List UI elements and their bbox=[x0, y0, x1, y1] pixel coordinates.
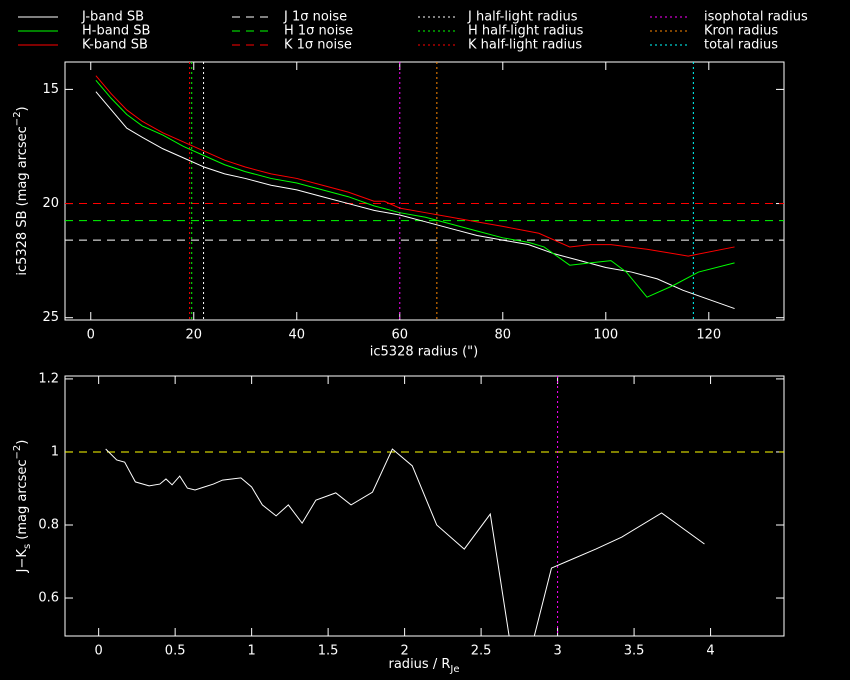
x-axis-label-part: radius / R bbox=[389, 657, 451, 672]
x-tick-label: 2.5 bbox=[471, 644, 492, 659]
x-tick-label: 20 bbox=[185, 328, 202, 343]
x-tick-label: 3 bbox=[553, 644, 561, 659]
x-tick-label: 1 bbox=[247, 644, 255, 659]
legend-label: total radius bbox=[704, 38, 778, 53]
y-axis-label: ic5328 SB (mag arcsec−2) bbox=[12, 106, 30, 275]
series-line bbox=[95, 91, 735, 310]
legend-label: J 1σ noise bbox=[283, 10, 347, 25]
y-axis-label-sup: −2 bbox=[12, 111, 23, 126]
y-axis-label-sub: s bbox=[22, 544, 33, 549]
x-tick-label: 3.5 bbox=[624, 644, 645, 659]
x-tick-label: 100 bbox=[593, 328, 618, 343]
y-axis-label-sup: −2 bbox=[12, 445, 23, 460]
y-axis-label-part: ) bbox=[15, 440, 30, 445]
x-tick-label: 120 bbox=[696, 328, 721, 343]
legend-label: K half-light radius bbox=[468, 38, 582, 53]
legend-label: J-band SB bbox=[81, 10, 144, 25]
x-axis-label: ic5328 radius (") bbox=[370, 345, 478, 360]
y-tick-label: 0.6 bbox=[38, 591, 59, 606]
legend-label: Kron radius bbox=[704, 24, 778, 39]
legend-label: H 1σ noise bbox=[284, 24, 353, 39]
legend-label: H half-light radius bbox=[468, 24, 584, 39]
series-line bbox=[95, 79, 735, 298]
x-tick-label: 60 bbox=[392, 328, 409, 343]
x-tick-label: 40 bbox=[288, 328, 305, 343]
legend-label: K 1σ noise bbox=[284, 38, 352, 53]
y-tick-label: 25 bbox=[42, 310, 59, 325]
x-axis-label-sub: Je bbox=[449, 664, 459, 675]
x-tick-label: 80 bbox=[495, 328, 512, 343]
x-tick-label: 2 bbox=[400, 644, 408, 659]
y-axis-label-part: (mag arcsec bbox=[15, 460, 30, 544]
series-line bbox=[95, 75, 735, 257]
y-axis-label: J−Ks (mag arcsec−2) bbox=[12, 440, 33, 574]
y-axis-label-part: ic5328 SB (mag arcsec bbox=[15, 126, 30, 275]
x-tick-label: 4 bbox=[706, 644, 714, 659]
x-tick-label: 0 bbox=[87, 328, 95, 343]
y-tick-label: 1 bbox=[51, 444, 59, 459]
legend-label: K-band SB bbox=[82, 38, 148, 53]
legend-label: isophotal radius bbox=[704, 10, 808, 25]
y-tick-label: 1.2 bbox=[38, 371, 59, 386]
plot-frame bbox=[64, 61, 785, 321]
y-tick-label: 20 bbox=[42, 196, 59, 211]
legend-label: J half-light radius bbox=[467, 10, 578, 25]
x-axis-label: radius / RJe bbox=[389, 657, 460, 676]
y-tick-label: 15 bbox=[42, 82, 59, 97]
x-tick-label: 0 bbox=[95, 644, 103, 659]
x-tick-label: 0.5 bbox=[165, 644, 186, 659]
x-tick-label: 1.5 bbox=[318, 644, 339, 659]
y-axis-label-part: ) bbox=[15, 106, 30, 111]
y-axis-label-part: J−K bbox=[15, 549, 30, 574]
legend-label: H-band SB bbox=[82, 24, 150, 39]
y-tick-label: 0.8 bbox=[38, 517, 59, 532]
series-line bbox=[105, 448, 705, 636]
plot-frame bbox=[64, 375, 785, 637]
